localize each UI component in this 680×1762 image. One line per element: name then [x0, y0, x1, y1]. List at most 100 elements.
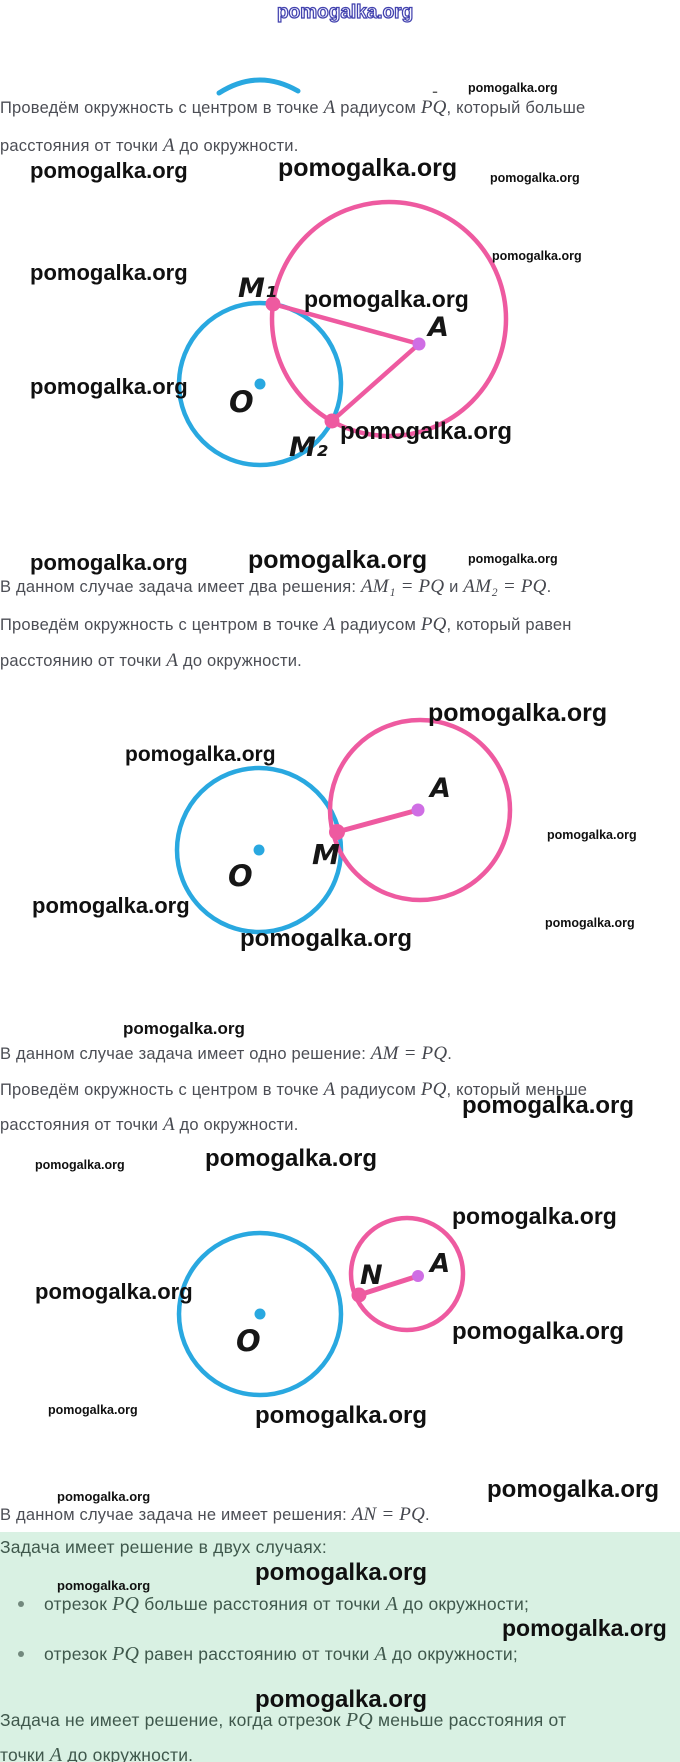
text: до окружности.: [62, 1745, 194, 1762]
site-watermark: pomogalka.org: [490, 171, 580, 185]
text: Проведём окружность с центром в точке: [0, 99, 324, 117]
site-watermark: pomogalka.org: [123, 1019, 245, 1038]
point-N: [351, 1287, 367, 1303]
site-watermark: pomogalka.org: [30, 158, 188, 183]
summary-box: [0, 1532, 680, 1762]
paragraph-line: В данном случае задача не имеет решения:…: [0, 1504, 430, 1526]
text: больше расстояния от точки: [139, 1594, 386, 1614]
paragraph-line: Проведём окружность с центром в точке A …: [0, 97, 585, 119]
bullet-icon: [18, 1601, 24, 1607]
cropped-circle-arc: [216, 77, 301, 96]
text: В данном случае задача имеет два решения…: [0, 578, 361, 596]
site-watermark: pomogalka.org: [30, 260, 188, 285]
text: , который равен: [446, 616, 572, 634]
figure-one-solution: M A O: [174, 717, 513, 935]
point-M: [329, 824, 345, 840]
site-watermark: pomogalka.org: [240, 925, 413, 952]
text: Задача не имеет решение, когда отрезок: [0, 1710, 346, 1730]
math-text: A: [323, 1079, 336, 1100]
pink-circle-A: [269, 199, 509, 439]
site-watermark: pomogalka.org: [487, 1476, 660, 1503]
pink-circle-A: [327, 717, 513, 903]
label-O: O: [229, 385, 254, 419]
text: до окружности.: [174, 137, 299, 155]
site-watermark: pomogalka.org: [452, 1318, 625, 1345]
math-text: AM = PQ: [370, 1043, 448, 1064]
math-text: A: [323, 97, 336, 118]
label-M1: M₁: [238, 273, 277, 304]
math-text: A: [374, 1643, 387, 1665]
site-watermark: pomogalka.org: [340, 418, 513, 445]
site-watermark: pomogalka.org: [30, 550, 188, 575]
text: , который меньше: [446, 1081, 588, 1099]
site-watermark: pomogalka.org: [125, 743, 276, 766]
paragraph-line: расстоянию от точки A до окружности.: [0, 650, 302, 672]
segment-A-N: [358, 1273, 419, 1298]
label-O: O: [236, 1324, 261, 1358]
math-text: A: [49, 1744, 63, 1762]
site-watermark: pomogalka.org: [57, 1578, 151, 1593]
summary-bullet: отрезок PQ равен расстоянию от точки A д…: [44, 1643, 518, 1666]
math-text: PQ: [420, 1079, 447, 1100]
paragraph-line: расстояния от точки A до окружности.: [0, 135, 299, 157]
site-watermark: pomogalka.org: [492, 249, 582, 263]
text: радиусом: [335, 99, 421, 117]
text: равен расстоянию от точки: [139, 1644, 375, 1664]
label-O: O: [228, 859, 253, 893]
point-M2: [324, 413, 340, 429]
site-watermark: pomogalka.org: [452, 1203, 617, 1229]
blue-circle-O: [176, 300, 344, 468]
text: радиусом: [335, 616, 421, 634]
site-watermark: pomogalka.org: [48, 1403, 138, 1417]
summary-final-line: точки A до окружности.: [0, 1744, 193, 1762]
text: отрезок: [44, 1594, 113, 1614]
segment-A-M1: [272, 301, 420, 347]
site-watermark: pomogalka.org: [502, 1615, 667, 1641]
site-watermark: pomogalka.org: [547, 828, 637, 842]
point-M1: [265, 296, 281, 312]
text: точки: [0, 1745, 50, 1762]
math-text: PQ: [112, 1593, 140, 1615]
text: и: [444, 578, 464, 596]
label-A: A: [428, 773, 451, 804]
pink-circle-A: [348, 1215, 466, 1333]
paragraph-line: Проведём окружность с центром в точке A …: [0, 1079, 587, 1101]
site-watermark: pomogalka.org: [248, 546, 428, 574]
text: Задача имеет решение в двух случаях:: [0, 1537, 327, 1557]
point-A: [412, 1270, 424, 1282]
summary-bullet: отрезок PQ больше расстояния от точки A …: [44, 1593, 529, 1616]
text: расстояния от точки: [0, 137, 163, 155]
site-watermark-outline: pomogalka.org: [276, 2, 414, 23]
text: В данном случае задача не имеет решения:: [0, 1506, 352, 1524]
label-M: M: [312, 838, 340, 871]
text: меньше расстояния от: [372, 1710, 567, 1730]
math-text: A: [323, 614, 336, 635]
site-watermark: pomogalka.org: [57, 1489, 151, 1504]
math-text: A: [166, 650, 179, 671]
text: до окружности.: [178, 652, 302, 670]
site-watermark: pomogalka.org: [468, 81, 558, 95]
site-watermark: pomogalka.org: [205, 1145, 378, 1172]
paragraph-line: В данном случае задача имеет одно решени…: [0, 1043, 452, 1065]
point-O: [254, 378, 266, 390]
math-text: PQ: [345, 1709, 373, 1731]
math-text: A: [385, 1593, 398, 1615]
text: .: [425, 1506, 430, 1524]
point-A: [411, 803, 425, 817]
site-watermark: pomogalka.org: [30, 374, 188, 399]
text: Проведём окружность с центром в точке: [0, 1081, 324, 1099]
text: .: [447, 1045, 453, 1063]
segment-A-M2: [330, 342, 421, 423]
text: В данном случае задача имеет одно решени…: [0, 1045, 371, 1063]
site-watermark: pomogalka.org: [35, 1279, 193, 1304]
site-watermark: pomogalka.org: [468, 552, 558, 566]
text: до окружности;: [397, 1594, 530, 1614]
site-watermark: pomogalka.org: [545, 916, 635, 930]
paragraph-line: Проведём окружность с центром в точке A …: [0, 614, 572, 636]
math-text: AM₂ = PQ: [463, 576, 547, 597]
text: расстоянию от точки: [0, 652, 167, 670]
text: Проведём окружность с центром в точке: [0, 616, 324, 634]
paragraph-line: расстояния от точки A до окружности.: [0, 1114, 299, 1136]
